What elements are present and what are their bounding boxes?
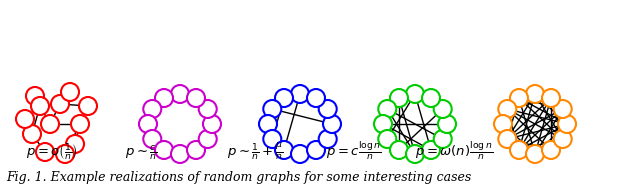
Circle shape xyxy=(155,141,173,159)
Circle shape xyxy=(499,100,516,118)
Circle shape xyxy=(259,115,277,133)
Circle shape xyxy=(41,115,59,133)
Circle shape xyxy=(406,85,424,103)
Circle shape xyxy=(558,115,576,133)
Circle shape xyxy=(143,130,161,148)
Text: $p = o\left(\frac{1}{n}\right)$: $p = o\left(\frac{1}{n}\right)$ xyxy=(26,141,77,162)
Circle shape xyxy=(434,100,452,118)
Circle shape xyxy=(554,100,572,118)
Text: $p = c\frac{\log n}{n}$: $p = c\frac{\log n}{n}$ xyxy=(326,140,382,162)
Text: $p \sim \frac{c}{n}$: $p \sim \frac{c}{n}$ xyxy=(125,144,157,162)
Circle shape xyxy=(510,141,528,159)
Circle shape xyxy=(143,100,161,118)
Circle shape xyxy=(542,141,560,159)
Circle shape xyxy=(510,89,528,107)
Text: $p = \omega(n)\frac{\log n}{n}$: $p = \omega(n)\frac{\log n}{n}$ xyxy=(415,140,493,162)
Circle shape xyxy=(307,141,325,159)
Circle shape xyxy=(61,83,79,101)
Circle shape xyxy=(51,95,69,113)
Circle shape xyxy=(263,130,282,148)
Circle shape xyxy=(319,100,337,118)
Circle shape xyxy=(438,115,456,133)
Circle shape xyxy=(203,115,221,133)
Circle shape xyxy=(374,115,392,133)
Circle shape xyxy=(307,89,325,107)
Circle shape xyxy=(554,130,572,148)
Circle shape xyxy=(139,115,157,133)
Circle shape xyxy=(23,125,41,143)
Text: Fig. 1. Example realizations of random graphs for some interesting cases: Fig. 1. Example realizations of random g… xyxy=(6,171,472,184)
Circle shape xyxy=(526,85,544,103)
Circle shape xyxy=(526,145,544,163)
Circle shape xyxy=(542,89,560,107)
Circle shape xyxy=(291,145,309,163)
Circle shape xyxy=(378,100,396,118)
Circle shape xyxy=(71,115,89,133)
Text: $p \sim \frac{1}{n} + \frac{\mu}{n}$: $p \sim \frac{1}{n} + \frac{\mu}{n}$ xyxy=(227,142,284,162)
Circle shape xyxy=(16,110,34,128)
Circle shape xyxy=(378,130,396,148)
Circle shape xyxy=(171,145,189,163)
Circle shape xyxy=(31,97,49,115)
Circle shape xyxy=(499,130,516,148)
Circle shape xyxy=(275,141,293,159)
Circle shape xyxy=(187,141,205,159)
Circle shape xyxy=(187,89,205,107)
Circle shape xyxy=(422,141,440,159)
Circle shape xyxy=(390,141,408,159)
Circle shape xyxy=(66,135,84,153)
Circle shape xyxy=(263,100,282,118)
Circle shape xyxy=(390,89,408,107)
Circle shape xyxy=(36,143,54,161)
Circle shape xyxy=(406,145,424,163)
Circle shape xyxy=(434,130,452,148)
Circle shape xyxy=(79,97,97,115)
Circle shape xyxy=(155,89,173,107)
Circle shape xyxy=(26,87,44,105)
Circle shape xyxy=(422,89,440,107)
Circle shape xyxy=(56,145,74,163)
Circle shape xyxy=(275,89,293,107)
Circle shape xyxy=(291,85,309,103)
Circle shape xyxy=(319,130,337,148)
Circle shape xyxy=(198,130,217,148)
Circle shape xyxy=(494,115,512,133)
Circle shape xyxy=(323,115,341,133)
Circle shape xyxy=(171,85,189,103)
Circle shape xyxy=(198,100,217,118)
